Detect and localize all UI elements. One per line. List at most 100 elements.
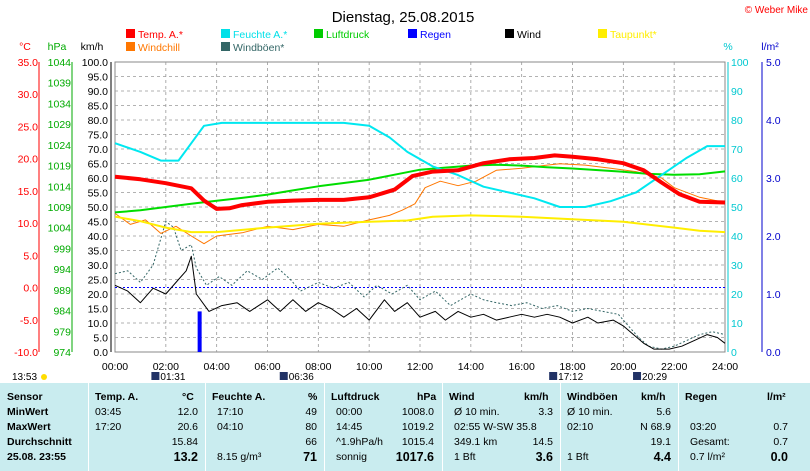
header-sensor: Sensor <box>7 391 43 403</box>
rain-axis-tick: 2.0 <box>766 231 781 243</box>
temp-axis-tick: 5.0 <box>23 250 38 262</box>
wind-axis-tick: 55.0 <box>88 188 109 200</box>
table-cell-w-val: 3.6 <box>535 450 553 464</box>
legend-label: Taupunkt* <box>610 29 657 41</box>
table-cell-t-time: 17:20 <box>95 421 122 433</box>
temp-axis-tick: 0.0 <box>23 283 38 295</box>
wind-axis-tick: 35.0 <box>88 246 109 258</box>
table-cell-t-val: 15.84 <box>171 436 198 448</box>
table-cell-r-val: 0.0 <box>770 450 788 464</box>
table-cell-label: MaxWert <box>7 421 51 433</box>
table-cell-p-val: 1008.0 <box>401 406 434 418</box>
wind-axis-tick: 60.0 <box>88 173 109 185</box>
wind-axis-tick: 10.0 <box>88 318 109 330</box>
table-cell-r-desc: 03:20 <box>690 421 717 433</box>
x-axis-tick: 02:00 <box>153 361 179 373</box>
wind-axis-tick: 90.0 <box>88 86 109 98</box>
table-cell-w-desc: 349.1 km <box>454 436 498 448</box>
wind-axis-tick: 5.0 <box>93 333 108 345</box>
wind-axis-tick: 95.0 <box>88 72 109 84</box>
series-line-windben <box>114 221 726 350</box>
temp-axis-tick: 35.0 <box>18 57 39 69</box>
rain-axis-tick: 0.0 <box>766 347 781 359</box>
table-cell-g-val: N 68.9 <box>640 421 671 433</box>
humidity-axis-tick: 70 <box>731 144 743 156</box>
x-axis-tick: 20:00 <box>610 361 636 373</box>
wind-axis-tick: 15.0 <box>88 304 109 316</box>
pressure-axis-tick: 999 <box>53 243 71 255</box>
series-line-luftdruck <box>114 163 726 214</box>
header-wind-unit: km/h <box>524 391 549 403</box>
table-cell-t-val: 13.2 <box>173 450 198 464</box>
wind-axis-tick: 85.0 <box>88 101 109 113</box>
table-cell-h-time: 04:10 <box>217 421 244 433</box>
x-axis-tick: 16:00 <box>509 361 535 373</box>
time-marker-label: 13:53 <box>12 372 37 383</box>
pressure-axis-tick: 994 <box>53 264 71 276</box>
table-cell-p-time: 14:45 <box>336 421 363 433</box>
sun-icon <box>41 374 47 380</box>
header-rain: Regen <box>685 391 718 403</box>
chart-axes: °C hPa km/h% l/m² 35.0 30.0 25.0 20.0 15.0 10.0 5.… <box>14 41 781 373</box>
wind-axis-tick: 45.0 <box>88 217 109 229</box>
axis-unit-label: l/m² <box>761 41 779 53</box>
legend-swatch <box>221 42 230 51</box>
pressure-axis-tick: 1014 <box>48 181 72 193</box>
x-axis-tick: 12:00 <box>407 361 433 373</box>
axis-unit-label: % <box>723 41 732 53</box>
time-marker-label: 01:31 <box>160 372 185 383</box>
humidity-axis-tick: 40 <box>731 231 743 243</box>
legend-swatch <box>598 29 607 38</box>
wind-axis-tick: 25.0 <box>88 275 109 287</box>
table-cell-g-val: 19.1 <box>650 436 671 448</box>
wind-axis-tick: 50.0 <box>88 202 109 214</box>
x-axis-tick: 18:00 <box>559 361 585 373</box>
header-temp-unit: °C <box>182 391 194 403</box>
legend-label: Regen <box>420 29 451 41</box>
plot-overlay: 13:53 01:31 06:36 17:12 20:29 <box>12 372 668 383</box>
pressure-axis-tick: 1034 <box>48 98 72 110</box>
moon-icon <box>151 372 160 380</box>
legend-swatch <box>126 42 135 51</box>
table-cell-r-desc: 0.7 l/m² <box>690 451 726 463</box>
x-axis-tick: 22:00 <box>661 361 687 373</box>
pressure-axis-tick: 989 <box>53 285 71 297</box>
legend-swatch <box>314 29 323 38</box>
temp-axis-tick: 20.0 <box>18 154 39 166</box>
header-humidity: Feuchte A. <box>212 391 266 403</box>
table-cell-label: MinWert <box>7 406 49 418</box>
x-axis-tick: 24:00 <box>712 361 738 373</box>
legend-swatch <box>408 29 417 38</box>
axis-unit-label: km/h <box>81 41 104 53</box>
series-line-wind <box>114 255 726 350</box>
table-cell-h-val: 49 <box>305 406 317 418</box>
table-cell-label: Durchschnitt <box>7 436 72 448</box>
humidity-axis-tick: 10 <box>731 318 743 330</box>
wind-axis-tick: 40.0 <box>88 231 109 243</box>
statistics-table: Sensor Temp. A. °C Feuchte A. % Luftdruc… <box>0 383 810 471</box>
header-temp: Temp. A. <box>95 391 139 403</box>
copyright-label: © Weber Mike <box>745 5 809 16</box>
rain-bar <box>197 311 202 352</box>
table-cell-t-val: 12.0 <box>177 406 198 418</box>
time-marker-label: 20:29 <box>642 372 667 383</box>
header-rain-unit: l/m² <box>767 391 786 403</box>
weather-chart: Dienstag, 25.08.2015 © Weber Mike Temp. … <box>12 5 809 383</box>
chart-title: Dienstag, 25.08.2015 <box>332 9 475 26</box>
series-line-taupunkt <box>114 214 726 234</box>
rain-axis-tick: 1.0 <box>766 289 781 301</box>
legend-label: Temp. A.* <box>138 29 183 41</box>
pressure-axis-tick: 1039 <box>48 78 72 90</box>
series-line-tempa <box>114 153 726 211</box>
x-axis-tick: 00:00 <box>102 361 128 373</box>
pressure-axis-tick: 984 <box>53 306 71 318</box>
legend-label: Windböen* <box>233 42 284 54</box>
table-cell-p-time: ^1.9hPa/h <box>336 436 383 448</box>
pressure-axis-tick: 979 <box>53 326 71 338</box>
table-cell-label: 25.08. 23:55 <box>7 451 66 463</box>
table-cell-w-val: 3.3 <box>538 406 553 418</box>
rain-axis-tick: 3.0 <box>766 173 781 185</box>
humidity-axis-tick: 20 <box>731 289 743 301</box>
humidity-axis-tick: 90 <box>731 86 743 98</box>
header-wind: Wind <box>449 391 475 403</box>
